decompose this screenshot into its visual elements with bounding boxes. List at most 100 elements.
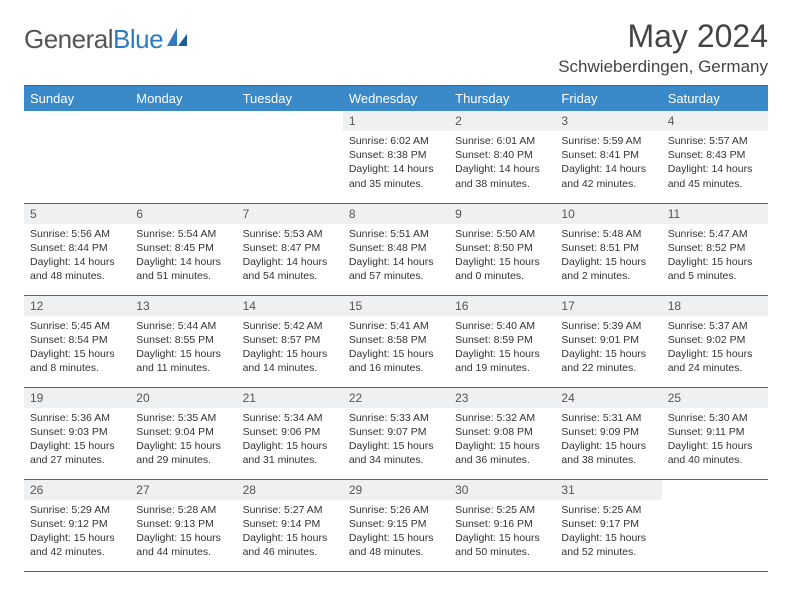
title-block: May 2024 Schwieberdingen, Germany bbox=[558, 18, 768, 77]
sunrise-line: Sunrise: 5:31 AM bbox=[561, 411, 655, 425]
daylight-line1: Daylight: 15 hours bbox=[455, 439, 549, 453]
sunrise-line: Sunrise: 5:34 AM bbox=[243, 411, 337, 425]
calendar-cell: 12Sunrise: 5:45 AMSunset: 8:54 PMDayligh… bbox=[24, 295, 130, 387]
day-data: Sunrise: 5:57 AMSunset: 8:43 PMDaylight:… bbox=[662, 131, 768, 195]
calendar-cell: 7Sunrise: 5:53 AMSunset: 8:47 PMDaylight… bbox=[237, 203, 343, 295]
sunset-line: Sunset: 8:43 PM bbox=[668, 148, 762, 162]
calendar-row: 19Sunrise: 5:36 AMSunset: 9:03 PMDayligh… bbox=[24, 387, 768, 479]
calendar-table: Sunday Monday Tuesday Wednesday Thursday… bbox=[24, 85, 768, 572]
daylight-line1: Daylight: 15 hours bbox=[455, 531, 549, 545]
weekday-tuesday: Tuesday bbox=[237, 86, 343, 112]
sunset-line: Sunset: 8:44 PM bbox=[30, 241, 124, 255]
calendar-body: 1Sunrise: 6:02 AMSunset: 8:38 PMDaylight… bbox=[24, 111, 768, 571]
daylight-line1: Daylight: 15 hours bbox=[349, 439, 443, 453]
day-number: 24 bbox=[555, 388, 661, 408]
sunrise-line: Sunrise: 5:25 AM bbox=[561, 503, 655, 517]
day-data: Sunrise: 5:26 AMSunset: 9:15 PMDaylight:… bbox=[343, 500, 449, 564]
day-data: Sunrise: 5:39 AMSunset: 9:01 PMDaylight:… bbox=[555, 316, 661, 380]
day-number: 16 bbox=[449, 296, 555, 316]
sunset-line: Sunset: 8:51 PM bbox=[561, 241, 655, 255]
day-data: Sunrise: 5:44 AMSunset: 8:55 PMDaylight:… bbox=[130, 316, 236, 380]
daylight-line1: Daylight: 14 hours bbox=[30, 255, 124, 269]
day-number: 8 bbox=[343, 204, 449, 224]
daylight-line1: Daylight: 15 hours bbox=[136, 439, 230, 453]
day-data: Sunrise: 5:25 AMSunset: 9:16 PMDaylight:… bbox=[449, 500, 555, 564]
sunrise-line: Sunrise: 5:48 AM bbox=[561, 227, 655, 241]
daylight-line2: and 31 minutes. bbox=[243, 453, 337, 467]
day-data: Sunrise: 5:59 AMSunset: 8:41 PMDaylight:… bbox=[555, 131, 661, 195]
sunset-line: Sunset: 9:15 PM bbox=[349, 517, 443, 531]
sunset-line: Sunset: 9:03 PM bbox=[30, 425, 124, 439]
sunset-line: Sunset: 8:47 PM bbox=[243, 241, 337, 255]
location: Schwieberdingen, Germany bbox=[558, 57, 768, 77]
daylight-line2: and 24 minutes. bbox=[668, 361, 762, 375]
calendar-cell: 1Sunrise: 6:02 AMSunset: 8:38 PMDaylight… bbox=[343, 111, 449, 203]
day-data: Sunrise: 5:35 AMSunset: 9:04 PMDaylight:… bbox=[130, 408, 236, 472]
sunset-line: Sunset: 9:02 PM bbox=[668, 333, 762, 347]
daylight-line1: Daylight: 15 hours bbox=[561, 255, 655, 269]
daylight-line2: and 50 minutes. bbox=[455, 545, 549, 559]
sunrise-line: Sunrise: 5:35 AM bbox=[136, 411, 230, 425]
daylight-line2: and 48 minutes. bbox=[349, 545, 443, 559]
daylight-line2: and 51 minutes. bbox=[136, 269, 230, 283]
daylight-line2: and 14 minutes. bbox=[243, 361, 337, 375]
calendar-cell: 6Sunrise: 5:54 AMSunset: 8:45 PMDaylight… bbox=[130, 203, 236, 295]
calendar-cell: 22Sunrise: 5:33 AMSunset: 9:07 PMDayligh… bbox=[343, 387, 449, 479]
daylight-line2: and 2 minutes. bbox=[561, 269, 655, 283]
daylight-line2: and 57 minutes. bbox=[349, 269, 443, 283]
daylight-line1: Daylight: 14 hours bbox=[136, 255, 230, 269]
daylight-line1: Daylight: 15 hours bbox=[561, 531, 655, 545]
calendar-cell: 15Sunrise: 5:41 AMSunset: 8:58 PMDayligh… bbox=[343, 295, 449, 387]
daylight-line1: Daylight: 15 hours bbox=[561, 439, 655, 453]
daylight-line2: and 5 minutes. bbox=[668, 269, 762, 283]
calendar-cell bbox=[24, 111, 130, 203]
sunrise-line: Sunrise: 5:33 AM bbox=[349, 411, 443, 425]
daylight-line2: and 11 minutes. bbox=[136, 361, 230, 375]
logo-part1: General bbox=[24, 24, 113, 54]
calendar-cell: 28Sunrise: 5:27 AMSunset: 9:14 PMDayligh… bbox=[237, 479, 343, 571]
sunset-line: Sunset: 9:13 PM bbox=[136, 517, 230, 531]
calendar-cell bbox=[237, 111, 343, 203]
day-data: Sunrise: 5:54 AMSunset: 8:45 PMDaylight:… bbox=[130, 224, 236, 288]
daylight-line2: and 52 minutes. bbox=[561, 545, 655, 559]
calendar-cell: 19Sunrise: 5:36 AMSunset: 9:03 PMDayligh… bbox=[24, 387, 130, 479]
day-number: 2 bbox=[449, 111, 555, 131]
calendar-cell: 23Sunrise: 5:32 AMSunset: 9:08 PMDayligh… bbox=[449, 387, 555, 479]
sunrise-line: Sunrise: 5:30 AM bbox=[668, 411, 762, 425]
day-number: 15 bbox=[343, 296, 449, 316]
calendar-cell: 24Sunrise: 5:31 AMSunset: 9:09 PMDayligh… bbox=[555, 387, 661, 479]
daylight-line1: Daylight: 14 hours bbox=[349, 162, 443, 176]
day-data: Sunrise: 5:33 AMSunset: 9:07 PMDaylight:… bbox=[343, 408, 449, 472]
calendar-cell: 13Sunrise: 5:44 AMSunset: 8:55 PMDayligh… bbox=[130, 295, 236, 387]
daylight-line1: Daylight: 15 hours bbox=[668, 255, 762, 269]
logo-part2: Blue bbox=[113, 24, 163, 54]
sunrise-line: Sunrise: 5:44 AM bbox=[136, 319, 230, 333]
day-number: 30 bbox=[449, 480, 555, 500]
day-number: 23 bbox=[449, 388, 555, 408]
day-data: Sunrise: 5:47 AMSunset: 8:52 PMDaylight:… bbox=[662, 224, 768, 288]
day-number: 25 bbox=[662, 388, 768, 408]
calendar-cell: 11Sunrise: 5:47 AMSunset: 8:52 PMDayligh… bbox=[662, 203, 768, 295]
day-number: 19 bbox=[24, 388, 130, 408]
daylight-line1: Daylight: 14 hours bbox=[455, 162, 549, 176]
sunset-line: Sunset: 9:16 PM bbox=[455, 517, 549, 531]
day-data: Sunrise: 5:29 AMSunset: 9:12 PMDaylight:… bbox=[24, 500, 130, 564]
daylight-line1: Daylight: 15 hours bbox=[136, 531, 230, 545]
sunset-line: Sunset: 8:40 PM bbox=[455, 148, 549, 162]
calendar-cell: 3Sunrise: 5:59 AMSunset: 8:41 PMDaylight… bbox=[555, 111, 661, 203]
day-data: Sunrise: 5:36 AMSunset: 9:03 PMDaylight:… bbox=[24, 408, 130, 472]
sunset-line: Sunset: 8:55 PM bbox=[136, 333, 230, 347]
day-number: 26 bbox=[24, 480, 130, 500]
day-number: 20 bbox=[130, 388, 236, 408]
daylight-line2: and 54 minutes. bbox=[243, 269, 337, 283]
daylight-line1: Daylight: 14 hours bbox=[668, 162, 762, 176]
daylight-line2: and 35 minutes. bbox=[349, 177, 443, 191]
weekday-saturday: Saturday bbox=[662, 86, 768, 112]
day-data: Sunrise: 5:48 AMSunset: 8:51 PMDaylight:… bbox=[555, 224, 661, 288]
sunset-line: Sunset: 9:17 PM bbox=[561, 517, 655, 531]
sunrise-line: Sunrise: 5:37 AM bbox=[668, 319, 762, 333]
sunset-line: Sunset: 9:12 PM bbox=[30, 517, 124, 531]
daylight-line1: Daylight: 14 hours bbox=[561, 162, 655, 176]
sunset-line: Sunset: 8:41 PM bbox=[561, 148, 655, 162]
calendar-cell bbox=[130, 111, 236, 203]
